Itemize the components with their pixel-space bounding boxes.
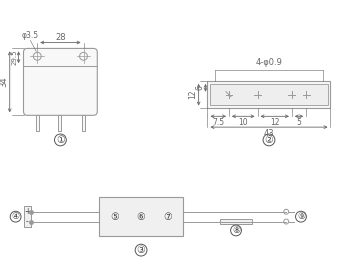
Bar xyxy=(23,206,31,228)
Text: 29.5: 29.5 xyxy=(12,49,18,65)
Text: 7.5: 7.5 xyxy=(212,118,224,127)
FancyBboxPatch shape xyxy=(23,48,97,115)
Text: ⑨: ⑨ xyxy=(297,212,305,221)
Text: 43: 43 xyxy=(264,129,274,138)
Text: ⑤: ⑤ xyxy=(110,212,119,222)
Text: 28: 28 xyxy=(55,32,66,42)
Text: ⑦: ⑦ xyxy=(163,212,172,222)
Bar xyxy=(211,84,328,106)
Bar xyxy=(58,115,62,131)
Text: ④: ④ xyxy=(12,212,20,221)
Bar xyxy=(207,81,330,109)
Bar xyxy=(220,219,252,224)
Text: 10: 10 xyxy=(238,118,248,127)
Bar xyxy=(36,115,39,131)
Text: 4-φ0.9: 4-φ0.9 xyxy=(256,58,283,67)
Text: ①: ① xyxy=(56,135,65,145)
Text: ⑧: ⑧ xyxy=(232,226,240,235)
Text: ③: ③ xyxy=(137,245,145,255)
Text: 12: 12 xyxy=(270,118,279,127)
Text: 12: 12 xyxy=(189,90,198,99)
Text: +: + xyxy=(24,207,31,216)
Text: 5: 5 xyxy=(297,118,301,127)
Text: φ3.5: φ3.5 xyxy=(22,31,39,40)
Text: 6: 6 xyxy=(195,85,204,90)
Text: 34: 34 xyxy=(0,77,9,87)
Text: ⑥: ⑥ xyxy=(137,212,145,222)
Bar xyxy=(82,115,85,131)
Text: -: - xyxy=(26,218,29,227)
Bar xyxy=(99,197,183,236)
Text: ②: ② xyxy=(265,135,273,145)
